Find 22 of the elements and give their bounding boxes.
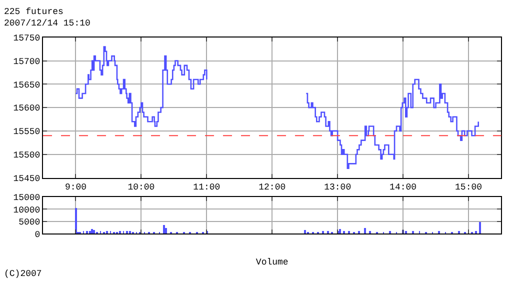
x-tick-label: 14:00 bbox=[390, 182, 417, 193]
x-tick-label: 15:00 bbox=[455, 182, 482, 193]
y-tick-label: 5000 bbox=[18, 218, 40, 228]
y-tick-label: 15550 bbox=[13, 127, 40, 138]
x-axis-title: Volume bbox=[256, 257, 288, 268]
x-tick-label: 10:00 bbox=[128, 182, 155, 193]
y-tick-label: 15650 bbox=[13, 80, 40, 90]
x-tick-label: 11:00 bbox=[193, 182, 220, 193]
y-tick-label: 15500 bbox=[13, 150, 40, 160]
y-tick-label: 15600 bbox=[13, 104, 40, 114]
x-tick-label: 9:00 bbox=[64, 182, 87, 193]
chart-subtitle: 2007/12/14 15:10 bbox=[4, 18, 90, 29]
y-tick-label: 15000 bbox=[13, 193, 40, 204]
x-tick-label: 12:00 bbox=[258, 182, 286, 193]
y-tick-label: 10000 bbox=[13, 205, 40, 216]
chart-title: 225 futures bbox=[4, 7, 64, 17]
y-tick-label: 15450 bbox=[13, 174, 40, 184]
x-tick-label: 13:00 bbox=[324, 182, 352, 193]
y-tick-label: 15700 bbox=[13, 56, 40, 67]
text: (C)2007 bbox=[4, 269, 42, 279]
y-tick-label: 0 bbox=[34, 230, 40, 240]
y-tick-label: 15750 bbox=[13, 34, 40, 44]
